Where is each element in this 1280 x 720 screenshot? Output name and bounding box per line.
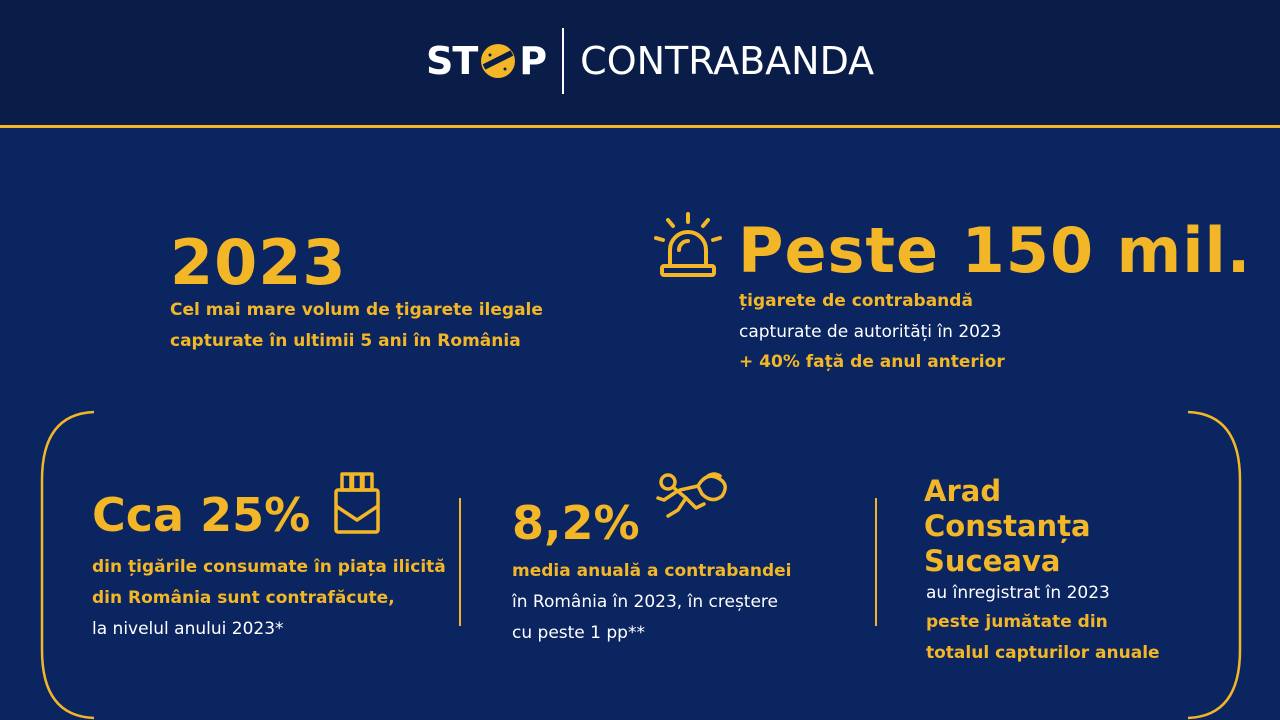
logo: ST P CONTRABANDA [426, 28, 874, 94]
cigarette-pack-icon [334, 472, 380, 534]
stat-2023-line1: Cel mai mare volum de țigarete ilegale [170, 300, 543, 320]
stat-82-line1: media anuală a contrabandei [512, 561, 792, 581]
city-2: Constanța [924, 509, 1091, 543]
city-list: Arad Constanța Suceava [924, 474, 1091, 579]
city-3: Suceava [924, 544, 1061, 578]
left-bracket [40, 410, 95, 720]
stat-25-line1: din țigările consumate în piața ilicită [92, 557, 446, 577]
stat-150-line2: capturate de autorități în 2023 [739, 322, 1002, 342]
stat-25-value: Cca 25% [92, 488, 311, 542]
brand-name: CONTRABANDA [580, 39, 875, 83]
stat-cities-line3: totalul capturilor anuale [926, 643, 1160, 663]
stop-o-icon [481, 44, 516, 78]
stat-25-line2: din România sunt contrafăcute, [92, 588, 395, 608]
stat-150-value: Peste 150 mil. [738, 214, 1252, 287]
divider-2 [875, 498, 877, 626]
header-divider [0, 125, 1280, 128]
logo-separator [562, 28, 565, 94]
stat-82-line3: cu peste 1 pp** [512, 623, 645, 643]
divider-1 [459, 498, 461, 626]
right-bracket [1187, 410, 1242, 720]
header [0, 0, 1280, 125]
city-1: Arad [924, 474, 1002, 508]
running-thief-icon [656, 472, 727, 518]
stat-25-line3: la nivelul anului 2023* [92, 619, 284, 639]
stat-82-value: 8,2% [512, 496, 640, 550]
stat-150-line3: + 40% față de anul anterior [739, 352, 1005, 372]
stat-82-line2: în România în 2023, în creștere [512, 592, 778, 612]
stat-150-line1: țigarete de contrabandă [739, 291, 973, 311]
siren-icon [654, 212, 722, 277]
stop-logo: ST P [426, 39, 547, 83]
stat-2023-value: 2023 [170, 226, 347, 299]
stop-logo-right: P [519, 39, 547, 83]
stat-2023-line2: capturate în ultimii 5 ani în România [170, 331, 521, 351]
stat-cities-line1: au înregistrat în 2023 [926, 583, 1110, 603]
stop-logo-left: ST [426, 39, 478, 83]
stat-cities-line2: peste jumătate din [926, 612, 1108, 632]
